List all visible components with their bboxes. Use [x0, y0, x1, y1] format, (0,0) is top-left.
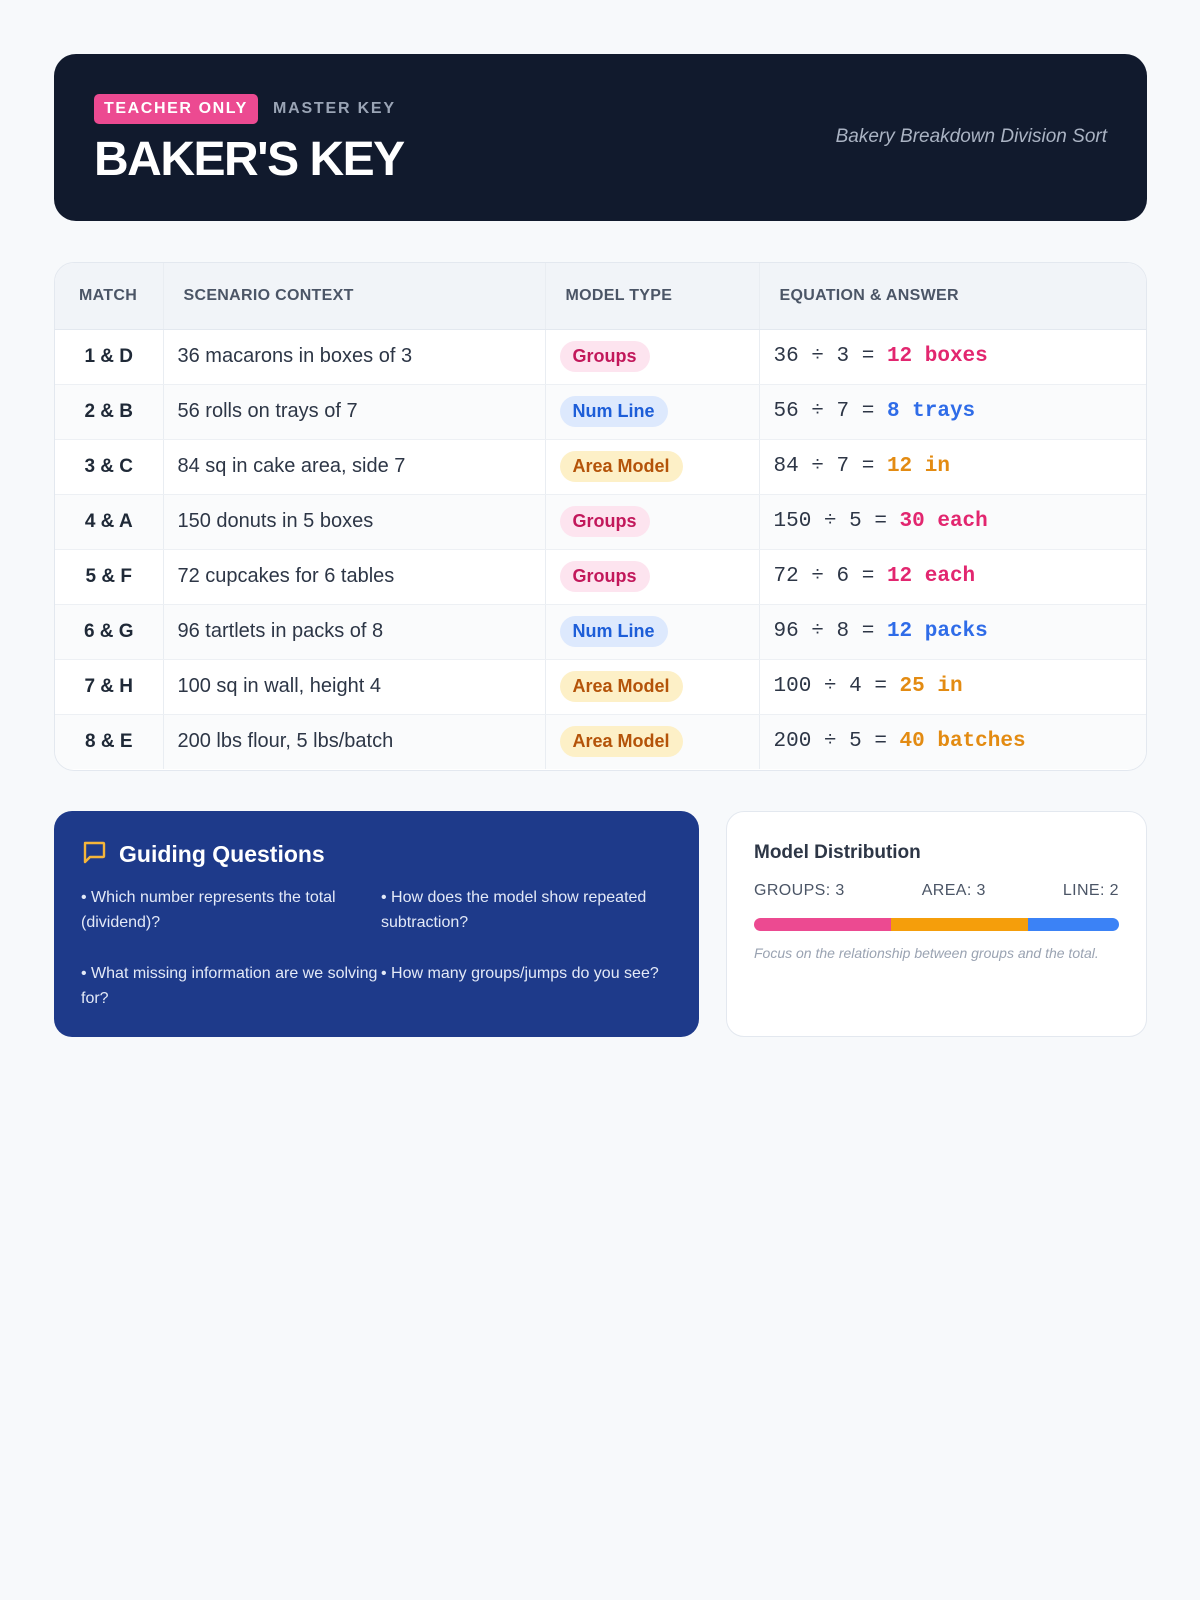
table-row: 8 & E 200 lbs flour, 5 lbs/batch Area Mode… — [55, 714, 1146, 769]
question-item: • How many groups/jumps do you see? — [381, 965, 659, 982]
model-cell: Groups — [545, 329, 760, 385]
groups-count-label: GROUPS: 3 — [754, 882, 845, 899]
scenario-cell: 72 cupcakes for 6 tables — [163, 549, 546, 605]
question-item: • How does the model show repeated subtr… — [381, 889, 647, 931]
badge-row: TEACHER ONLY MASTER KEY — [94, 94, 396, 124]
table-row: 4 & A 150 donuts in 5 boxes Groups 150 ÷ 5 … — [55, 494, 1146, 550]
distribution-note: Focus on the relationship between groups… — [754, 945, 1099, 961]
answer-text: 12 in — [886, 455, 950, 478]
scenario-cell: 36 macarons in boxes of 3 — [163, 329, 546, 385]
model-cell: Area Model — [545, 659, 760, 715]
distribution-bar — [754, 918, 1119, 931]
model-type-pill: Area Model — [559, 451, 683, 482]
line-segment — [1027, 918, 1119, 931]
model-cell: Groups — [545, 494, 760, 550]
match-cell: 8 & E — [55, 714, 164, 769]
equation-cell: 72 ÷ 6 = 12 each — [759, 549, 1146, 605]
model-cell: Groups — [545, 549, 760, 605]
model-cell: Num Line — [545, 604, 760, 660]
model-type-pill: Groups — [559, 561, 650, 592]
model-distribution-card: Model Distribution GROUPS: 3 AREA: 3 LIN… — [726, 811, 1147, 1037]
scenario-cell: 150 donuts in 5 boxes — [163, 494, 546, 550]
table-row: 5 & F 72 cupcakes for 6 tables Groups 72 ÷ … — [55, 549, 1146, 605]
answer-text: 30 each — [899, 510, 988, 533]
guiding-questions-card: Guiding Questions • Which number represe… — [54, 811, 699, 1037]
page-subtitle: Bakery Breakdown Division Sort — [835, 126, 1107, 147]
equation-cell: 84 ÷ 7 = 12 in — [759, 439, 1146, 495]
master-key-label: MASTER KEY — [272, 100, 396, 117]
area-segment — [890, 918, 1028, 931]
chat-bubble-icon — [81, 839, 107, 870]
table-row: 1 & D 36 macarons in boxes of 3 Groups 36 ÷… — [55, 329, 1146, 385]
equation-cell: 96 ÷ 8 = 12 packs — [759, 604, 1146, 660]
page-title: BAKER'S KEY — [94, 133, 405, 186]
match-cell: 1 & D — [55, 329, 164, 385]
model-type-pill: Groups — [559, 341, 650, 372]
answer-text: 40 batches — [899, 730, 1026, 754]
scenario-cell: 84 sq in cake area, side 7 — [163, 439, 546, 495]
scenario-cell: 200 lbs flour, 5 lbs/batch — [163, 714, 546, 769]
model-cell: Area Model — [545, 714, 760, 769]
table-row: 7 & H 100 sq in wall, height 4 Area Model 1… — [55, 659, 1146, 715]
equation-text: 100 ÷ 4 = — [773, 675, 887, 698]
equation-text: 72 ÷ 6 = — [773, 565, 875, 588]
model-type-pill: Num Line — [559, 396, 668, 427]
equation-text: 200 ÷ 5 = — [773, 730, 887, 754]
answer-key-table: MATCH SCENARIO CONTEXT MODEL TYPE EQUATI… — [54, 262, 1147, 771]
model-cell: Area Model — [545, 439, 760, 495]
match-cell: 7 & H — [55, 659, 164, 715]
equation-text: 84 ÷ 7 = — [773, 455, 875, 478]
scenario-cell: 56 rolls on trays of 7 — [163, 384, 546, 440]
teacher-only-badge: TEACHER ONLY — [94, 94, 258, 124]
model-type-pill: Num Line — [559, 616, 668, 647]
area-count-label: AREA: 3 — [921, 882, 986, 899]
match-cell: 2 & B — [55, 384, 164, 440]
scenario-cell: 100 sq in wall, height 4 — [163, 659, 546, 715]
header-banner: TEACHER ONLY MASTER KEY BAKER'S KEY Bake… — [54, 54, 1147, 221]
table-row: 6 & G 96 tartlets in packs of 8 Num Line 96… — [55, 604, 1146, 660]
answer-text: 25 in — [899, 675, 963, 698]
answer-text: 12 boxes — [886, 345, 988, 368]
distribution-labels: GROUPS: 3 AREA: 3 LINE: 2 — [754, 882, 1119, 900]
model-cell: Num Line — [545, 384, 760, 440]
equation-cell: 56 ÷ 7 = 8 trays — [759, 384, 1146, 440]
equation-text: 36 ÷ 3 = — [773, 345, 875, 368]
question-item: • What missing information are we solvin… — [81, 965, 378, 1007]
answer-text: 12 each — [886, 565, 976, 588]
equation-cell: 100 ÷ 4 = 25 in — [759, 659, 1146, 715]
scenario-cell: 96 tartlets in packs of 8 — [163, 604, 546, 660]
equation-text: 56 ÷ 7 = — [773, 400, 875, 423]
model-type-pill: Area Model — [559, 671, 683, 702]
match-cell: 5 & F — [55, 549, 164, 605]
distribution-title: Model Distribution — [754, 842, 921, 863]
line-count-label: LINE: 2 — [1062, 882, 1119, 899]
column-header-model: MODEL TYPE — [545, 263, 760, 330]
match-cell: 4 & A — [55, 494, 164, 550]
guiding-questions-header: Guiding Questions — [81, 839, 325, 870]
groups-segment — [754, 918, 891, 931]
question-item: • Which number represents the total (div… — [81, 889, 336, 931]
column-header-match: MATCH — [55, 263, 164, 330]
match-cell: 3 & C — [55, 439, 164, 495]
guiding-questions-title: Guiding Questions — [119, 841, 325, 867]
model-type-pill: Area Model — [559, 726, 683, 758]
equation-cell: 36 ÷ 3 = 12 boxes — [759, 329, 1146, 385]
question-list: • Which number represents the total (div… — [81, 885, 671, 1011]
table-header-row: MATCH SCENARIO CONTEXT MODEL TYPE EQUATI… — [55, 263, 1146, 330]
answer-text: 8 trays — [886, 400, 976, 423]
table-row: 2 & B 56 rolls on trays of 7 Num Line 56 ÷ … — [55, 384, 1146, 440]
column-header-equation: EQUATION & ANSWER — [759, 263, 1146, 330]
match-cell: 6 & G — [55, 604, 164, 660]
column-header-context: SCENARIO CONTEXT — [163, 263, 546, 330]
table-row: 3 & C 84 sq in cake area, side 7 Area Mode… — [55, 439, 1146, 495]
equation-text: 96 ÷ 8 = — [773, 620, 875, 643]
model-type-pill: Groups — [559, 506, 650, 537]
equation-cell: 150 ÷ 5 = 30 each — [759, 494, 1146, 550]
answer-text: 12 packs — [886, 620, 988, 643]
equation-cell: 200 ÷ 5 = 40 batches — [759, 714, 1146, 769]
equation-text: 150 ÷ 5 = — [773, 510, 887, 533]
